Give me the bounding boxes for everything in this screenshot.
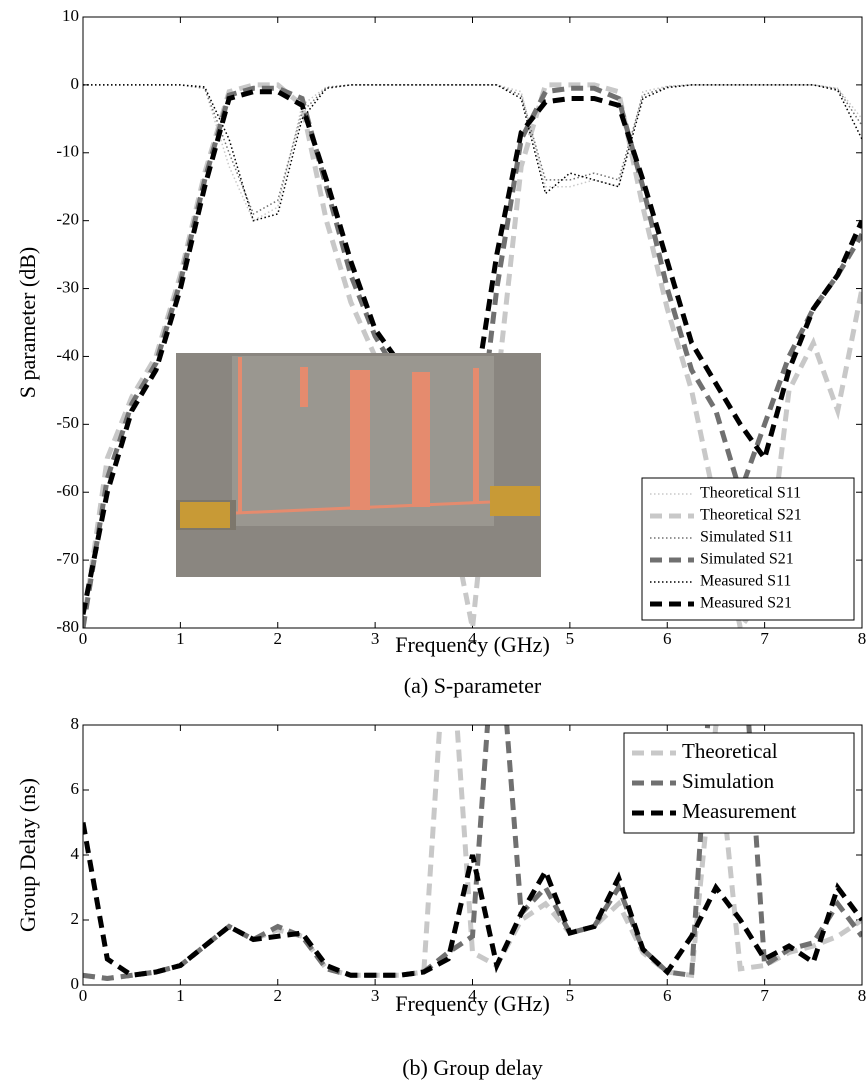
x-tick-label: 4 [468, 629, 477, 648]
x-tick-label: 2 [274, 986, 283, 1005]
legend-box [641, 477, 855, 621]
x-tick-label: 0 [79, 629, 88, 648]
legend-label: Theoretical [682, 739, 778, 763]
legend-label: Measured S11 [700, 573, 791, 590]
plot-frame [82, 724, 863, 986]
x-tick-label: 7 [760, 986, 769, 1005]
x-tick-label: 8 [858, 986, 867, 1005]
x-tick-label: 5 [566, 986, 575, 1005]
series-line [83, 725, 862, 982]
x-tick-label: 8 [858, 629, 867, 648]
y-tick-label: -40 [56, 345, 79, 364]
y-tick-label: 10 [62, 6, 79, 25]
legend-label: Simulated S21 [700, 551, 794, 568]
y-tick-label: -70 [56, 549, 79, 568]
legend: Theoretical Simulation Measurement [623, 732, 855, 834]
legend-label: Measurement [682, 799, 796, 823]
caption: (a) S-parameter [404, 673, 542, 698]
x-tick-label: 6 [663, 629, 672, 648]
legend-label: Simulated S11 [700, 529, 793, 546]
x-tick-label: 0 [79, 986, 88, 1005]
y-axis-label: S parameter (dB) [15, 247, 40, 399]
y-tick-label: 4 [71, 844, 80, 863]
x-tick-label: 4 [468, 986, 477, 1005]
x-tick-label: 1 [176, 986, 185, 1005]
x-tick-label: 6 [663, 986, 672, 1005]
y-tick-label: 2 [71, 909, 80, 928]
x-axis-label: Frequency (GHz) [395, 632, 550, 657]
x-tick-label: 3 [371, 986, 380, 1005]
y-tick-label: -60 [56, 481, 79, 500]
y-tick-label: -20 [56, 210, 79, 229]
caption: (b) Group delay [402, 1055, 543, 1080]
legend-label: Theoretical S21 [700, 507, 802, 524]
series-line [83, 84, 862, 222]
y-tick-label: 0 [71, 974, 80, 993]
y-tick-label: 8 [71, 714, 80, 733]
y-tick-label: -30 [56, 277, 79, 296]
x-tick-label: 1 [176, 629, 185, 648]
filter-photo [176, 353, 541, 577]
x-tick-label: 2 [274, 629, 283, 648]
legend-label: Theoretical S11 [700, 485, 801, 502]
legend-label: Simulation [682, 769, 775, 793]
y-tick-label: 0 [71, 74, 80, 93]
legend: Theoretical S11 Theoretical S21 Simulated … [641, 477, 855, 621]
series-line [83, 84, 862, 215]
series-line [83, 89, 862, 615]
plot-frame [82, 16, 863, 629]
x-tick-label: 3 [371, 629, 380, 648]
y-tick-label: -10 [56, 142, 79, 161]
y-tick-label: -80 [56, 617, 79, 636]
plot-lines [83, 725, 862, 982]
x-tick-label: 7 [760, 629, 769, 648]
y-tick-label: 6 [71, 779, 80, 798]
series-line [83, 822, 862, 978]
legend-label: Measured S21 [700, 595, 792, 612]
y-axis-label: Group Delay (ns) [15, 778, 40, 932]
x-axis-label: Frequency (GHz) [395, 991, 550, 1016]
y-tick-label: -50 [56, 413, 79, 432]
x-tick-label: 5 [566, 629, 575, 648]
